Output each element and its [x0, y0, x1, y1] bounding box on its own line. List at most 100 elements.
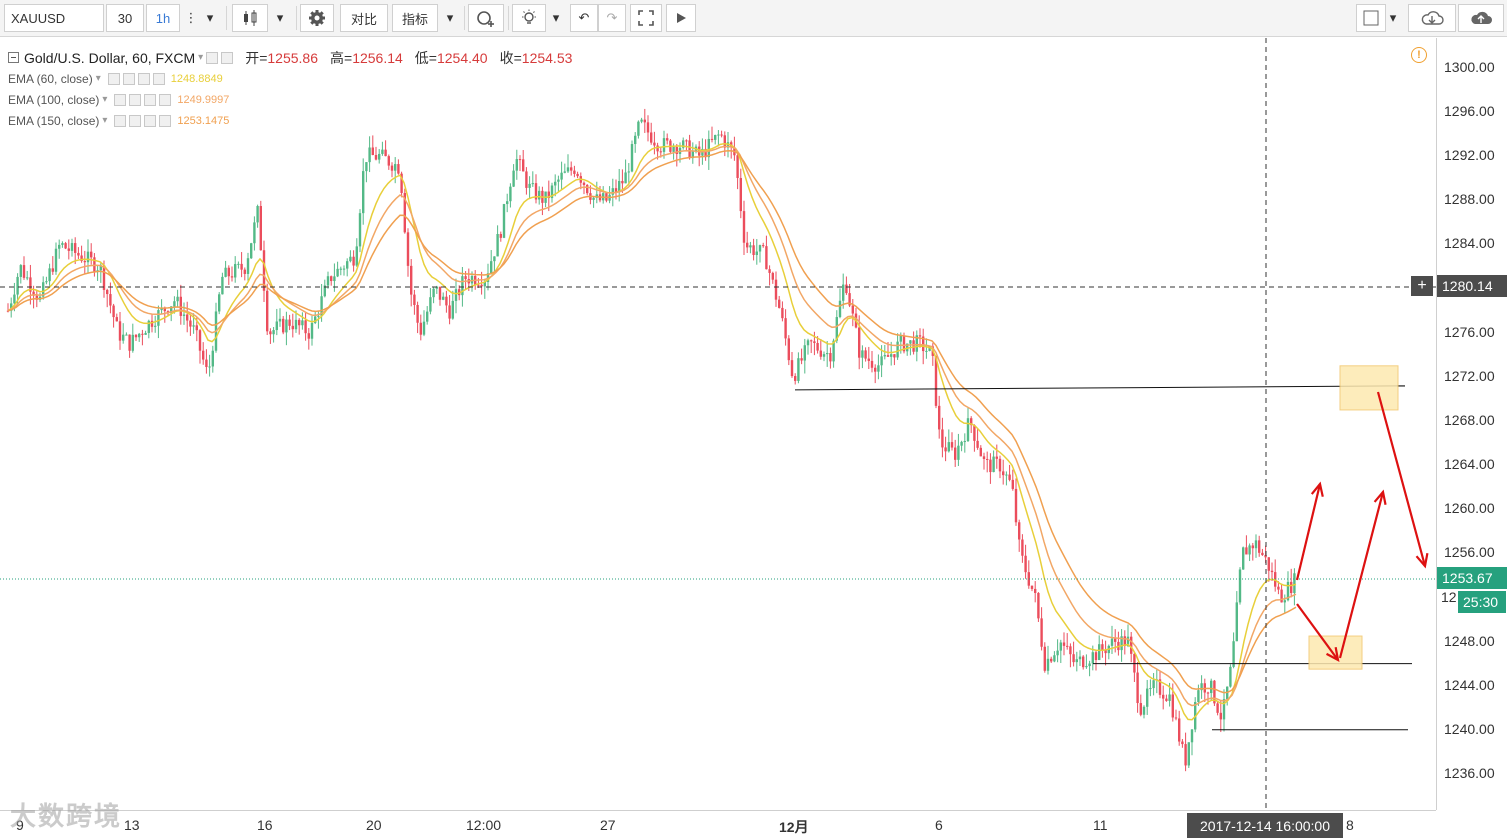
candle-body	[64, 243, 67, 249]
ema-100-settings-icon[interactable]	[129, 93, 142, 106]
legend-ema-60-row[interactable]: EMA (60, close) ▾ 1248.8849	[8, 68, 578, 89]
ema-60-eye-icon[interactable]	[107, 72, 120, 85]
candle-body	[685, 140, 688, 142]
candle-body	[1014, 488, 1018, 523]
candle-body	[746, 242, 749, 248]
open-value: 1255.86	[267, 49, 318, 66]
ema-150-settings-icon[interactable]	[129, 114, 142, 127]
undo-icon[interactable]: ↶	[570, 4, 598, 32]
chart-style-chevron-icon[interactable]: ▾	[276, 10, 284, 25]
cloud-save-icon[interactable]	[1458, 4, 1504, 32]
candle-body	[630, 144, 634, 172]
indicators-button[interactable]: 指标	[392, 4, 438, 32]
candle-body	[1062, 642, 1066, 646]
ema-150-chevron-icon[interactable]: ▾	[102, 115, 108, 126]
candle-body	[1283, 600, 1286, 603]
candle-body	[970, 418, 973, 426]
candle-body	[1139, 703, 1142, 715]
annotation-arrow	[1338, 491, 1385, 659]
layout-chevron-icon[interactable]: ▾	[1389, 10, 1397, 25]
candle-body	[80, 255, 83, 262]
replay-play-icon[interactable]	[666, 4, 696, 32]
price-chart-pane[interactable]	[0, 38, 1436, 810]
interval-dropdown-chevron-icon[interactable]: ▾	[206, 10, 214, 25]
fullscreen-icon[interactable]	[630, 4, 662, 32]
ema-150-label: EMA (150, close)	[8, 113, 100, 128]
price-axis[interactable]: 1300.00 1296.00 1292.00 1288.00 1284.00 1276.…	[1436, 38, 1507, 810]
candle-body	[493, 256, 496, 262]
candle-body	[275, 321, 278, 331]
candle-body	[1142, 706, 1146, 715]
candle-body	[202, 350, 205, 360]
ideas-lightbulb-icon[interactable]	[512, 4, 546, 32]
candle-body	[714, 134, 717, 140]
ema-100-add-icon[interactable]	[144, 93, 157, 106]
candle-body	[410, 265, 413, 295]
ema-60-chevron-icon[interactable]: ▾	[95, 73, 101, 84]
legend-settings-icon[interactable]	[221, 51, 234, 64]
candle-body	[227, 267, 230, 277]
candle-body	[570, 167, 573, 171]
ema-150-add-icon[interactable]	[144, 114, 157, 127]
symbol-search-input[interactable]: XAUUSD	[4, 4, 104, 32]
data-warning-icon[interactable]: !	[1411, 47, 1427, 63]
candle-body	[282, 318, 285, 333]
candle-body	[253, 222, 256, 244]
candle-body	[115, 317, 118, 322]
legend-eye-icon[interactable]	[206, 51, 219, 64]
candle-body	[877, 365, 880, 372]
candle-body	[310, 322, 314, 339]
price-tick-label: 1236.00	[1444, 764, 1495, 781]
ema-100-chevron-icon[interactable]: ▾	[102, 94, 108, 105]
annotation-arrowhead	[1415, 553, 1429, 569]
interval-value-button[interactable]: 30	[106, 4, 144, 32]
legend-collapse-icon[interactable]	[8, 52, 19, 63]
ema-150-remove-icon[interactable]	[159, 114, 172, 127]
candle-body	[1120, 636, 1123, 651]
candle-body	[989, 459, 992, 473]
candle-body	[67, 248, 70, 251]
candle-body	[141, 333, 144, 335]
candle-body	[179, 296, 182, 316]
candle-body	[627, 171, 630, 173]
ema-60-remove-icon[interactable]	[152, 72, 165, 85]
candle-body	[301, 320, 304, 326]
candle-body	[1126, 636, 1130, 647]
candlestick-style-icon[interactable]	[232, 4, 268, 32]
settings-gear-icon[interactable]	[300, 4, 334, 32]
crosshair-plus-icon[interactable]: +	[1411, 276, 1433, 296]
more-vertical-icon[interactable]: ⋮	[184, 10, 198, 25]
candle-body	[438, 286, 442, 300]
ideas-chevron-icon[interactable]: ▾	[552, 10, 560, 25]
candle-body	[880, 356, 883, 366]
indicators-chevron-icon[interactable]: ▾	[446, 10, 454, 25]
ema-line-150	[7, 150, 1297, 694]
ema-60-add-icon[interactable]	[137, 72, 150, 85]
compare-button[interactable]: 对比	[340, 4, 388, 32]
candle-body	[688, 140, 691, 159]
candle-body	[477, 284, 480, 286]
layout-square-icon[interactable]	[1356, 4, 1386, 32]
candle-body	[557, 179, 560, 182]
low-value: 1254.40	[436, 49, 488, 66]
candle-body	[883, 355, 886, 357]
alert-add-icon[interactable]	[468, 4, 504, 32]
candle-body	[624, 172, 627, 184]
legend-ema-100-row[interactable]: EMA (100, close) ▾ 1249.9997	[8, 89, 578, 110]
ema-100-eye-icon[interactable]	[114, 93, 127, 106]
cloud-load-icon[interactable]	[1408, 4, 1456, 32]
interval-1h-button[interactable]: 1h	[146, 4, 180, 32]
legend-menu-chevron-icon[interactable]: ▾	[198, 52, 204, 63]
candlestick-chart[interactable]	[0, 38, 1436, 810]
ema-150-eye-icon[interactable]	[114, 114, 127, 127]
candle-body	[573, 170, 576, 174]
redo-icon[interactable]: ↷	[598, 4, 626, 32]
ema-100-remove-icon[interactable]	[159, 93, 172, 106]
candle-body	[1130, 636, 1133, 654]
candle-body	[960, 441, 963, 446]
candle-body	[1229, 666, 1232, 687]
candle-body	[269, 331, 272, 335]
candle-body	[675, 147, 678, 154]
legend-ema-150-row[interactable]: EMA (150, close) ▾ 1253.1475	[8, 110, 578, 131]
ema-60-settings-icon[interactable]	[122, 72, 135, 85]
